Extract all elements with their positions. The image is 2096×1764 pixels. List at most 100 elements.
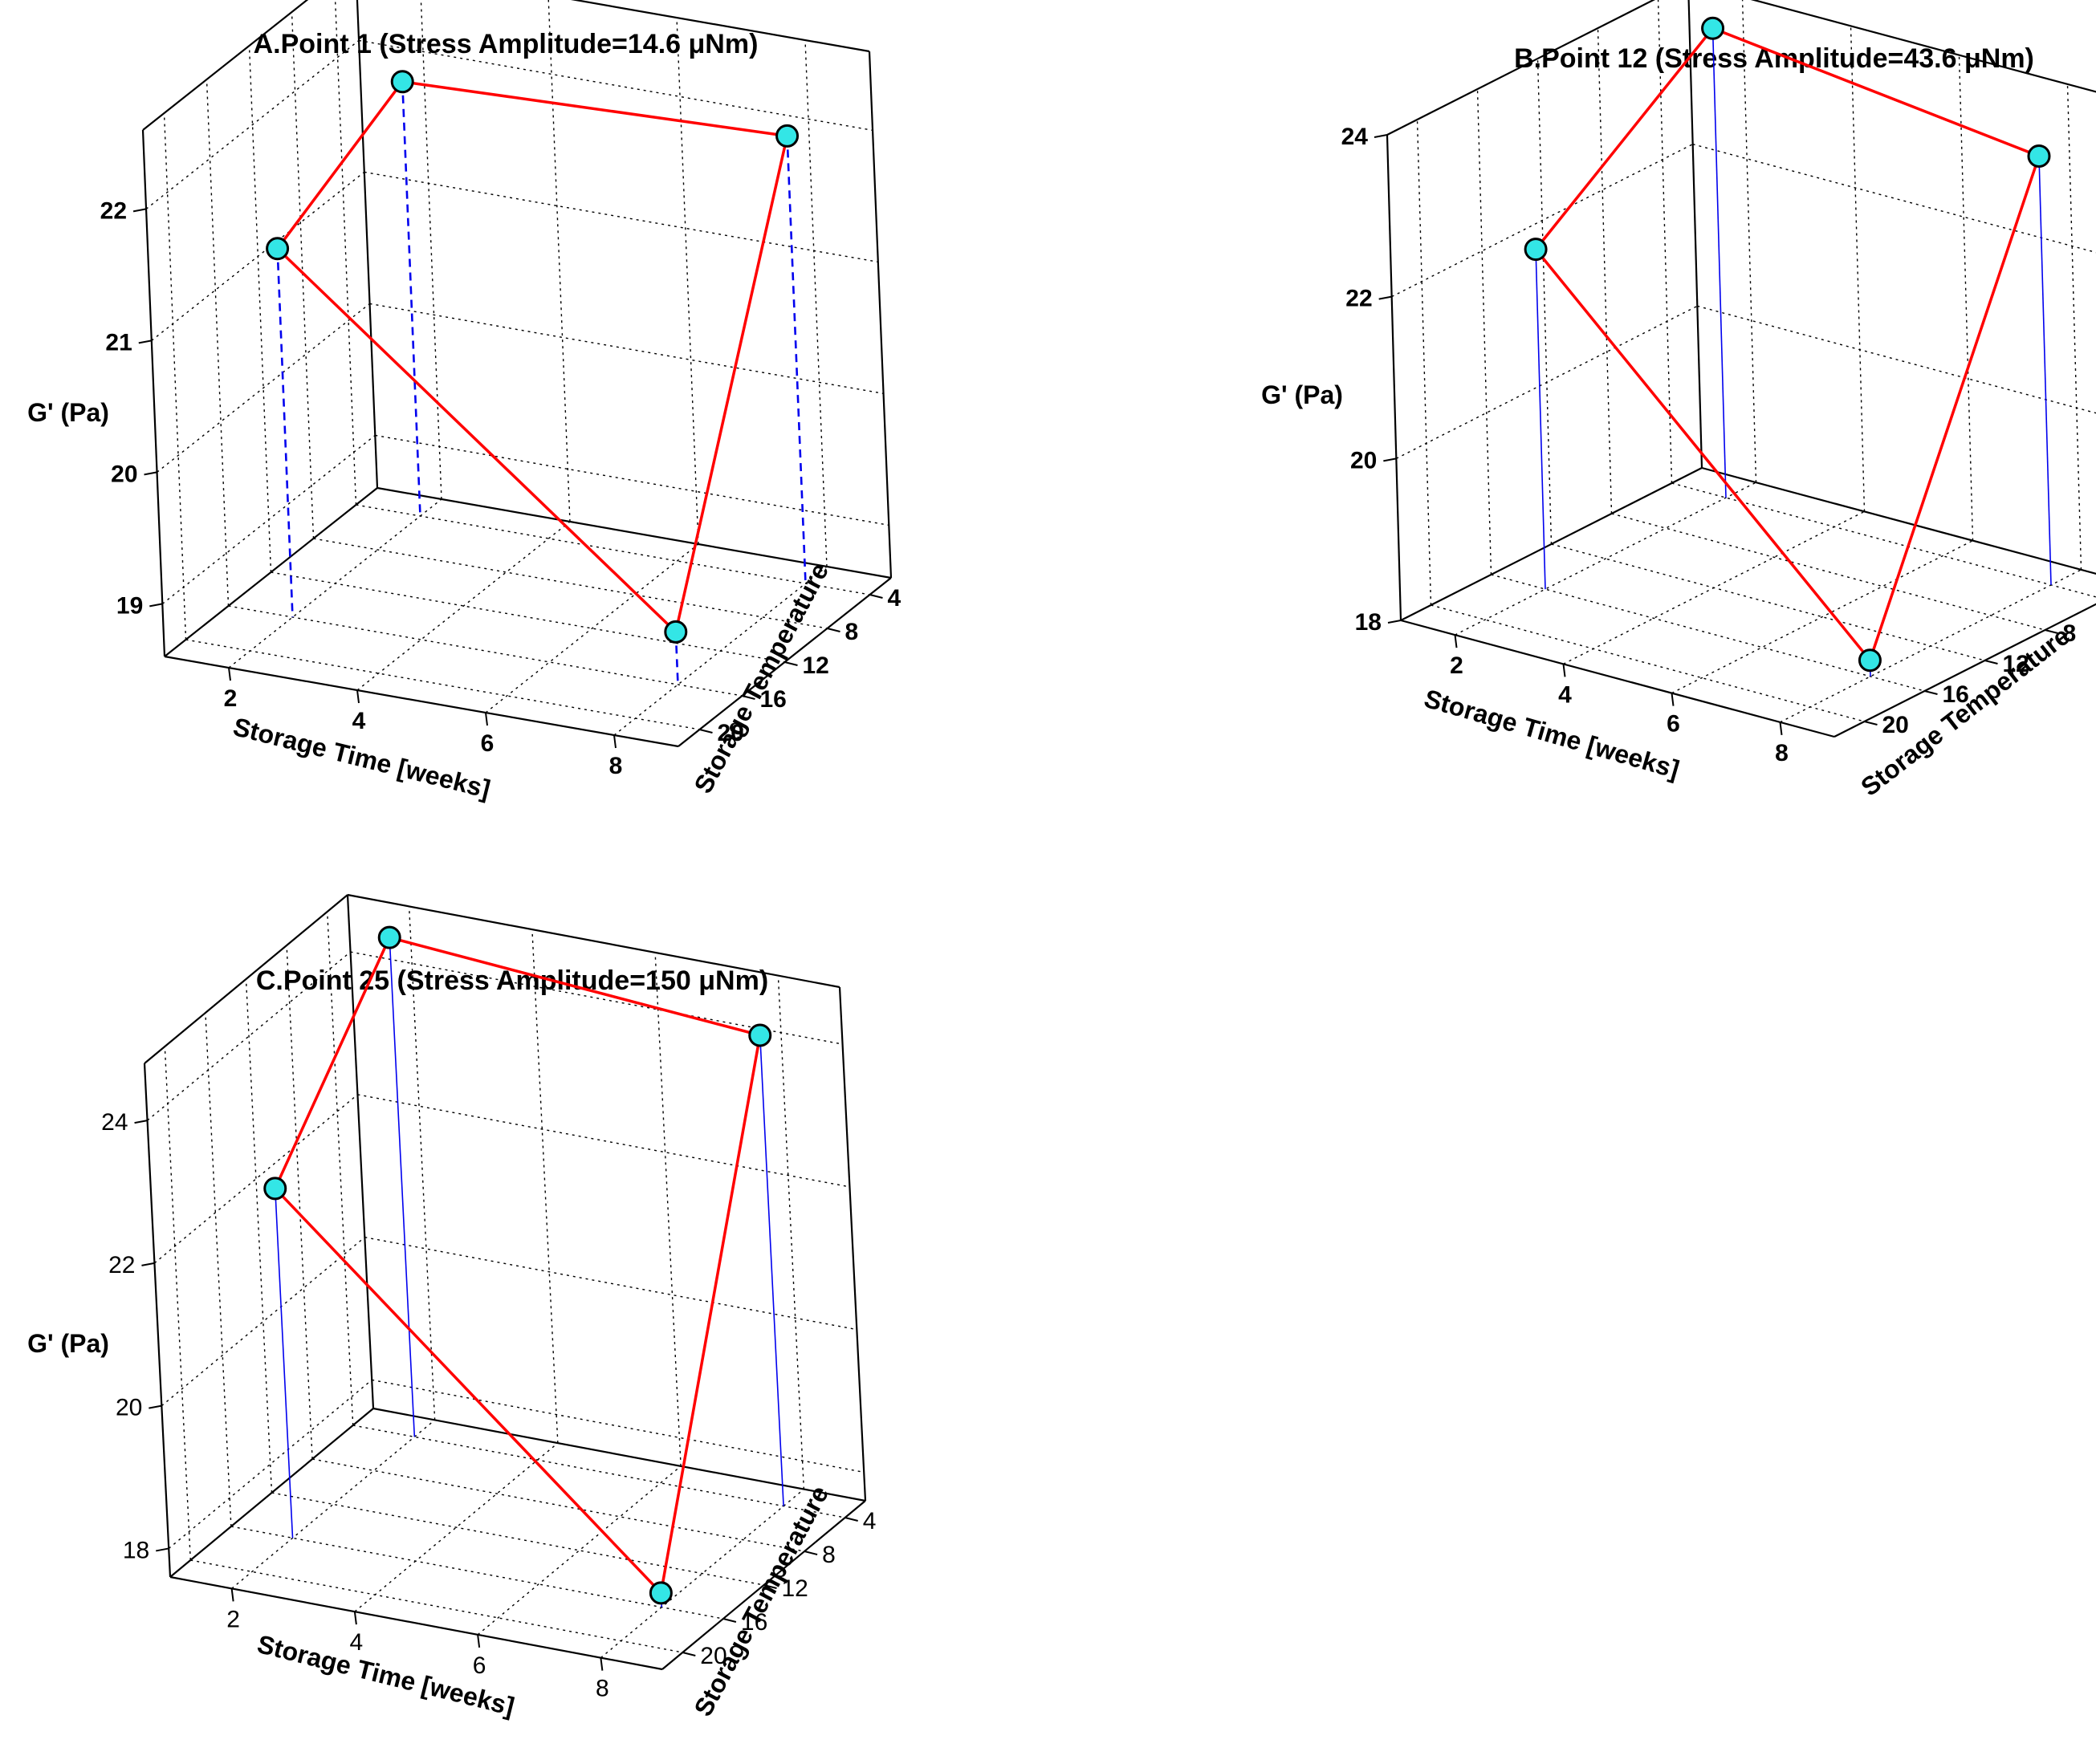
frame-edge bbox=[1387, 135, 1401, 620]
drop-line bbox=[1536, 250, 1545, 590]
x-tick-mark bbox=[1564, 664, 1565, 677]
x-tick-mark bbox=[355, 1612, 356, 1624]
left-wall-grid-z bbox=[162, 435, 375, 604]
floor-grid-x bbox=[1672, 541, 1973, 693]
floor-grid-y bbox=[1612, 514, 2045, 630]
floor-grid-y bbox=[353, 1425, 845, 1518]
x-tick-mark bbox=[357, 690, 359, 703]
y-tick-mark bbox=[1925, 691, 1938, 694]
floor-grid-y bbox=[1552, 544, 1985, 660]
back-wall-grid-x bbox=[778, 976, 804, 1490]
y-tick-label: 4 bbox=[888, 585, 901, 612]
panel-b-title: B.Point 12 (Stress Amplitude=43.6 μNm) bbox=[1514, 43, 2034, 74]
left-wall-grid-y bbox=[165, 1047, 190, 1560]
data-point bbox=[267, 238, 288, 259]
back-wall-grid-x bbox=[677, 18, 698, 544]
frame-edge bbox=[373, 1408, 865, 1501]
y-tick-mark bbox=[682, 1652, 695, 1656]
panel-a: A.Point 1 (Stress Amplitude=14.6 μNm) G'… bbox=[27, 0, 901, 804]
y-tick-label: 12 bbox=[2003, 651, 2029, 677]
floor-grid-y bbox=[356, 505, 870, 595]
panel-b-x-label: Storage Time [weeks] bbox=[1421, 684, 1683, 784]
back-wall-grid-z bbox=[375, 435, 889, 525]
y-tick-label: 4 bbox=[863, 1508, 877, 1534]
x-tick-label: 6 bbox=[473, 1652, 486, 1679]
x-tick-mark bbox=[486, 713, 487, 726]
y-tick-label: 16 bbox=[1943, 681, 1969, 708]
left-wall-grid-y bbox=[1418, 120, 1431, 605]
frame-edge bbox=[143, 0, 356, 130]
drop-line bbox=[788, 136, 806, 583]
panel-b: B.Point 12 (Stress Amplitude=43.6 μNm) G… bbox=[1261, 0, 2096, 802]
z-tick-label: 20 bbox=[111, 461, 137, 487]
frame-edge bbox=[165, 488, 377, 656]
left-wall-grid-y bbox=[206, 1013, 231, 1526]
y-tick-label: 8 bbox=[845, 619, 859, 645]
data-point bbox=[1703, 18, 1724, 39]
floor-grid-y bbox=[186, 640, 700, 730]
frame-edge bbox=[170, 1408, 373, 1577]
back-wall-grid-z bbox=[372, 1380, 864, 1472]
series-line bbox=[275, 937, 760, 1593]
series-line bbox=[278, 82, 788, 632]
y-tick-label: 8 bbox=[822, 1542, 836, 1568]
y-tick-label: 12 bbox=[782, 1575, 808, 1602]
data-point bbox=[750, 1025, 771, 1046]
series-line bbox=[1536, 28, 2039, 660]
back-wall-grid-z bbox=[1697, 306, 2096, 422]
y-tick-mark bbox=[1985, 660, 1998, 664]
z-tick-mark bbox=[141, 1263, 154, 1266]
y-tick-label: 8 bbox=[2063, 620, 2077, 647]
z-tick-mark bbox=[1388, 620, 1401, 623]
z-tick-label: 22 bbox=[100, 197, 127, 224]
x-tick-mark bbox=[614, 735, 616, 748]
floor-grid-y bbox=[272, 1493, 764, 1585]
left-wall-grid-z bbox=[1396, 306, 1697, 458]
y-tick-label: 20 bbox=[700, 1643, 726, 1669]
left-wall-grid-y bbox=[335, 0, 356, 505]
z-tick-label: 21 bbox=[105, 329, 132, 356]
data-point bbox=[392, 71, 413, 92]
floor-grid-y bbox=[314, 539, 828, 628]
y-tick-mark bbox=[845, 1518, 858, 1521]
floor-grid-y bbox=[312, 1459, 804, 1551]
x-tick-mark bbox=[600, 1658, 602, 1671]
x-tick-label: 8 bbox=[609, 753, 623, 779]
data-point bbox=[2029, 145, 2049, 166]
back-wall-grid-x bbox=[1851, 26, 1865, 511]
back-wall-grid-x bbox=[548, 0, 570, 522]
left-wall-grid-z bbox=[161, 1238, 364, 1406]
y-tick-mark bbox=[700, 730, 713, 733]
x-tick-mark bbox=[1672, 693, 1674, 706]
data-point bbox=[1525, 239, 1546, 260]
z-tick-label: 24 bbox=[101, 1109, 128, 1136]
data-point bbox=[777, 125, 798, 146]
data-point bbox=[665, 621, 686, 642]
drop-line bbox=[1713, 28, 1726, 498]
x-tick-label: 6 bbox=[481, 730, 494, 757]
z-tick-label: 19 bbox=[116, 592, 143, 619]
frame-edge bbox=[377, 488, 891, 578]
frame-edge bbox=[840, 987, 865, 1501]
x-tick-mark bbox=[232, 1588, 234, 1601]
x-tick-label: 4 bbox=[350, 1629, 364, 1656]
back-wall-grid-z bbox=[370, 303, 884, 393]
x-tick-label: 2 bbox=[226, 1606, 240, 1632]
x-tick-mark bbox=[478, 1635, 479, 1648]
back-wall-grid-x bbox=[655, 953, 681, 1466]
x-tick-label: 8 bbox=[1775, 740, 1789, 766]
floor-grid-y bbox=[229, 606, 743, 696]
frame-edge bbox=[869, 51, 891, 578]
floor-grid-y bbox=[231, 1526, 723, 1619]
floor-grid-x bbox=[1455, 482, 1756, 635]
z-tick-mark bbox=[149, 1406, 161, 1408]
z-tick-label: 20 bbox=[116, 1395, 142, 1421]
y-tick-mark bbox=[804, 1551, 817, 1555]
data-point bbox=[650, 1583, 671, 1603]
z-tick-mark bbox=[1383, 458, 1396, 461]
z-tick-mark bbox=[1374, 135, 1387, 137]
left-wall-grid-y bbox=[1478, 89, 1492, 575]
z-tick-mark bbox=[156, 1548, 169, 1551]
frame-edge bbox=[170, 1577, 662, 1669]
